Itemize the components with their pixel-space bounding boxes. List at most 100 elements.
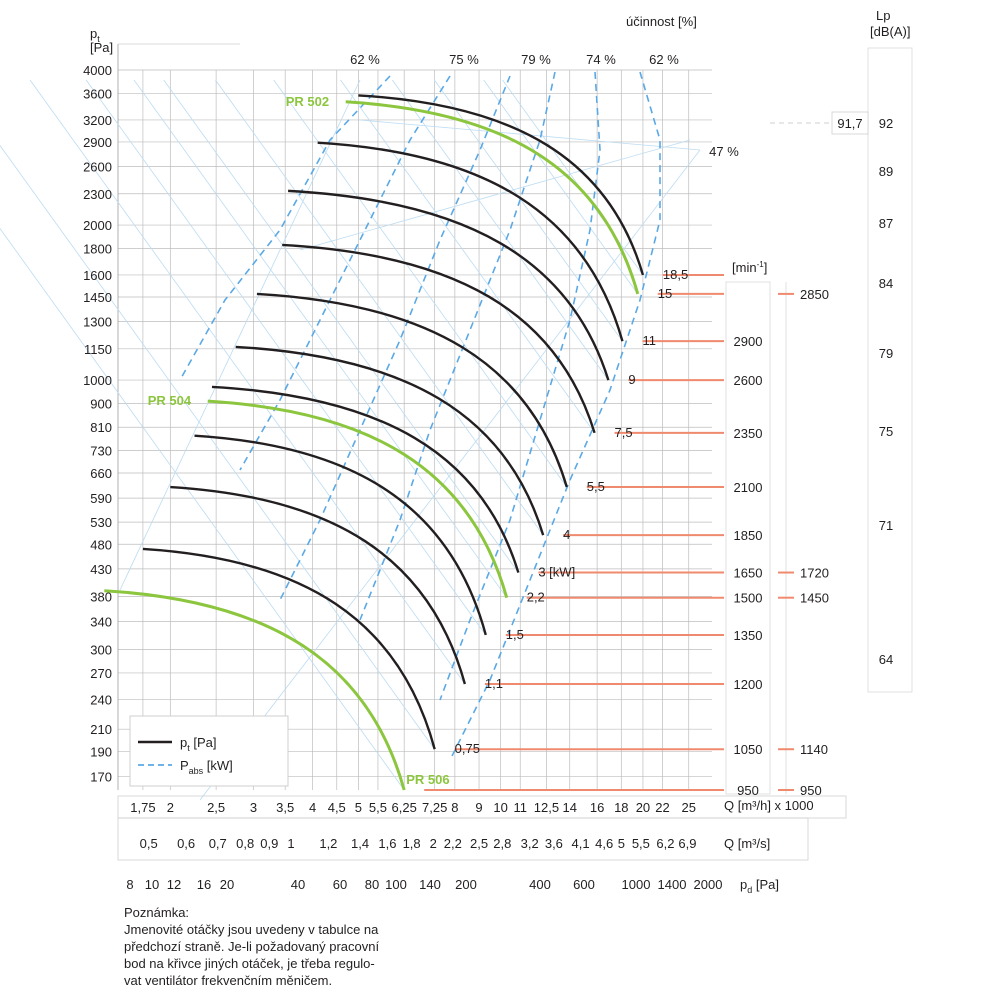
power-diagonal <box>163 79 519 573</box>
power-label: 3 [kW] <box>538 565 575 580</box>
lp-unit: [dB(A)] <box>870 24 910 39</box>
y-tick-label: 430 <box>90 562 112 577</box>
y-tick-label: 590 <box>90 491 112 506</box>
y-tick-label: 380 <box>90 590 112 605</box>
y-tick-label: 3600 <box>83 87 112 102</box>
x-tick-m3h: 4,5 <box>328 800 346 815</box>
y-tick-label: 1600 <box>83 268 112 283</box>
m3s-axis-frame <box>117 817 809 861</box>
pressure-curve <box>358 94 645 276</box>
y-tick-label: 4000 <box>83 63 112 78</box>
pressure-curve <box>256 292 568 488</box>
rpm-label: 1050 <box>734 742 763 757</box>
y-tick-label: 210 <box>90 722 112 737</box>
envelope-line <box>119 79 361 591</box>
x-tick-m3h: 3,5 <box>276 800 294 815</box>
note-title: Poznámka: <box>124 905 190 920</box>
efficiency-label: 62 % <box>649 52 679 67</box>
x-tick-pd: 200 <box>455 877 477 892</box>
y-tick-label: 270 <box>90 666 112 681</box>
x-tick-pd: 100 <box>385 877 407 892</box>
x-tick-pd: 12 <box>167 877 181 892</box>
rpm-label: 1850 <box>734 528 763 543</box>
curve-labels: PR 506 0,75 1,1 1,5 2,2 PR 504 3 [kW] 4 5,5 7,5 9 1… <box>148 94 689 787</box>
x-tick-m3s: 1,8 <box>403 836 421 851</box>
pressure-curve <box>194 434 487 636</box>
x-tick-m3h: 18 <box>614 800 628 815</box>
x-tick-m3h: 1,75 <box>130 800 155 815</box>
x-tick-m3s: 2,5 <box>470 836 488 851</box>
power-diagonal <box>215 79 544 536</box>
x-tick-m3h: 20 <box>636 800 650 815</box>
x-tick-m3h: 16 <box>590 800 604 815</box>
x-tick-m3h: 7,25 <box>422 800 447 815</box>
power-diagonal <box>29 79 466 685</box>
efficiency-dashed-curve <box>279 75 511 601</box>
power-label: 5,5 <box>587 479 605 494</box>
y-tick-label: 530 <box>90 515 112 530</box>
lp-value: 75 <box>879 424 893 439</box>
x-tick-m3h: 14 <box>562 800 576 815</box>
rpm-label: 1500 <box>734 591 763 606</box>
rpm-label: 2100 <box>734 480 763 495</box>
efficiency-dashed-curve <box>449 71 661 761</box>
model-label: PR 504 <box>148 393 192 408</box>
x-tick-m3s: 4,1 <box>572 836 590 851</box>
power-diagonal <box>391 79 609 381</box>
efficiency-label: 79 % <box>521 52 551 67</box>
x-tick-pd: 1000 <box>622 877 651 892</box>
pressure-curve <box>288 189 610 381</box>
x-tick-m3s: 2 <box>430 836 437 851</box>
power-label: 9 <box>628 372 635 387</box>
rpm-label-right: 1140 <box>800 742 828 757</box>
envelope-line <box>199 149 701 801</box>
y-tick-label: 170 <box>90 769 112 784</box>
power-label: 18,5 <box>663 267 688 282</box>
x-tick-pd: 1400 <box>658 877 687 892</box>
rpm-label-right: 1450 <box>800 591 829 606</box>
x-tick-m3s: 3,2 <box>521 836 539 851</box>
rpm-unit: [min-1] <box>732 260 767 275</box>
efficiency-dashed-curve <box>439 71 601 701</box>
rpm-label: 950 <box>737 783 759 798</box>
rpm-frame-left <box>725 281 771 795</box>
x-tick-m3s: 5,5 <box>632 836 650 851</box>
pressure-curve-highlight <box>104 589 406 791</box>
rpm-label-right: 2850 <box>800 287 829 302</box>
lp-value: 71 <box>879 518 893 533</box>
lp-value: 92 <box>879 116 893 131</box>
lp-marker-value: 91,7 <box>837 116 862 131</box>
legend: pt [Pa] Pabs [kW] <box>129 715 289 787</box>
efficiency-label: 62 % <box>350 52 380 67</box>
x-tick-m3s: 6,9 <box>678 836 696 851</box>
y-tick-label: 190 <box>90 745 112 760</box>
efficiency-dashed-curve <box>359 71 556 621</box>
power-label: 1,5 <box>506 627 524 642</box>
x-tick-m3h: 2,5 <box>207 800 225 815</box>
x-tick-m3s: 6,2 <box>656 836 674 851</box>
x-tick-m3s: 0,7 <box>209 836 227 851</box>
y-tick-label: 340 <box>90 614 112 629</box>
x-tick-m3s: 0,5 <box>140 836 158 851</box>
power-diagonal <box>133 79 508 598</box>
x-tick-m3h: 2 <box>167 800 174 815</box>
x-tick-m3s: 2,2 <box>444 836 462 851</box>
rpm-label: 2350 <box>734 426 763 441</box>
power-label: 7,5 <box>615 425 633 440</box>
note-line: Jmenovité otáčky jsou uvedeny v tabulce … <box>124 922 379 937</box>
x-tick-m3h: 8 <box>451 800 458 815</box>
pressure-curve-highlight <box>345 100 640 295</box>
note-line: předchozí straně. Je-li požadovaný praco… <box>124 939 380 954</box>
x-tick-pd: 80 <box>365 877 379 892</box>
y-tick-label: 730 <box>90 443 112 458</box>
power-diagonal <box>340 79 595 434</box>
x-tick-pd: 400 <box>529 877 551 892</box>
power-diagonals <box>0 79 701 801</box>
legend-pabs-label: Pabs [kW] <box>180 758 233 776</box>
y-tick-label: 2300 <box>83 187 112 202</box>
x-tick-m3h: 5,5 <box>369 800 387 815</box>
x-tick-m3s: 1 <box>287 836 294 851</box>
note-line: vat ventilátor frekvenčním měničem. <box>124 973 333 988</box>
grid <box>118 69 712 790</box>
